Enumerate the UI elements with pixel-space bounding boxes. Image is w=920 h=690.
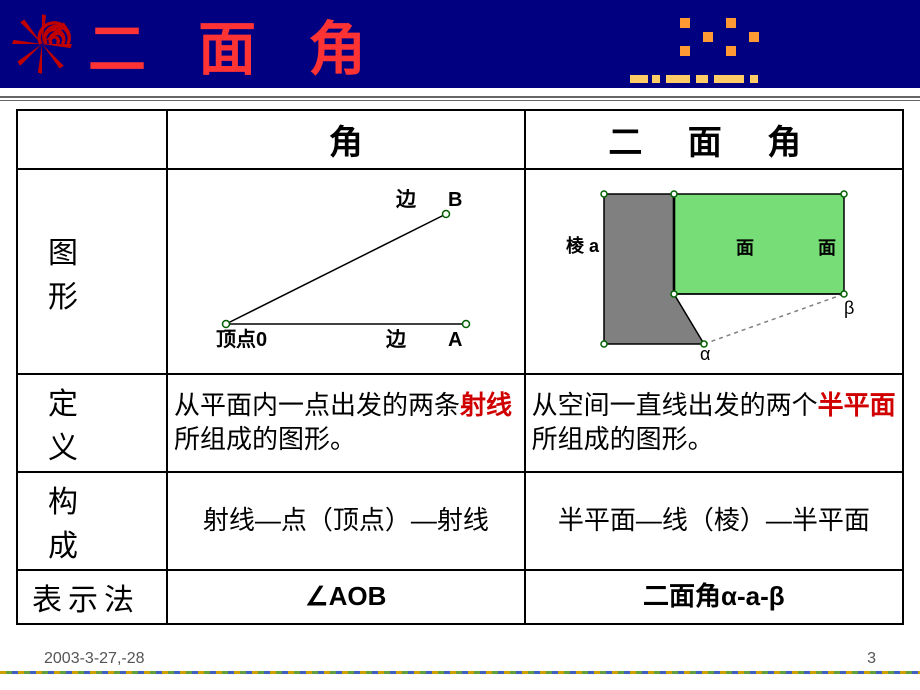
- dihedral-label-beta: β: [844, 298, 854, 318]
- row-header-notation: 表示法: [17, 570, 167, 624]
- dihedral-diagram: 棱 a 面 面 α β: [544, 174, 884, 364]
- angle-label-edge1: 边: [395, 188, 417, 211]
- dihedral-label-face1: 面: [736, 238, 754, 258]
- definition-text: 所组成的图形。: [174, 424, 356, 454]
- table-row: 表示法 ∠AOB 二面角α-a-β: [17, 570, 903, 624]
- page-number: 3: [867, 650, 876, 668]
- col-header-dihedral: 二 面 角: [525, 110, 903, 169]
- table-row: 定 义 从平面内一点出发的两条射线所组成的图形。 从空间一直线出发的两个半平面所…: [17, 374, 903, 472]
- col-header-angle: 角: [167, 110, 525, 169]
- table-header-row: 角 二 面 角: [17, 110, 903, 169]
- definition-em: 射线: [460, 390, 512, 420]
- angle-label-B: B: [448, 189, 462, 211]
- dihedral-composition: 半平面—线（棱）—半平面: [525, 472, 903, 570]
- dihedral-notation: 二面角α-a-β: [525, 570, 903, 624]
- row-header-figure: 图 形: [17, 169, 167, 374]
- angle-notation: ∠AOB: [167, 570, 525, 624]
- definition-em: 半平面: [818, 390, 896, 420]
- table-row: 图 形 边 B 顶点0 边 A: [17, 169, 903, 374]
- dihedral-definition: 从空间一直线出发的两个半平面所组成的图形。: [525, 374, 903, 472]
- angle-figure-cell: 边 B 顶点0 边 A: [167, 169, 525, 374]
- angle-label-edge2: 边: [385, 328, 407, 351]
- row-header-definition: 定 义: [17, 374, 167, 472]
- dihedral-figure-cell: 棱 a 面 面 α β: [525, 169, 903, 374]
- definition-text: 所组成的图形。: [532, 424, 714, 454]
- row-header-composition: 构 成: [17, 472, 167, 570]
- footer-divider: [0, 671, 920, 674]
- definition-text: 从平面内一点出发的两条: [174, 390, 460, 420]
- table-row: 构 成 射线—点（顶点）—射线 半平面—线（棱）—半平面: [17, 472, 903, 570]
- comparison-table-wrap: 角 二 面 角 图 形 边 B 顶点0 边 A: [0, 101, 920, 625]
- corner-cell: [17, 110, 167, 169]
- comparison-table: 角 二 面 角 图 形 边 B 顶点0 边 A: [16, 109, 904, 625]
- definition-text: 从空间一直线出发的两个: [532, 390, 818, 420]
- page-title: 二 面 角: [88, 2, 384, 86]
- spiral-sun-icon: [8, 10, 76, 78]
- angle-composition: 射线—点（顶点）—射线: [167, 472, 525, 570]
- angle-definition: 从平面内一点出发的两条射线所组成的图形。: [167, 374, 525, 472]
- dihedral-label-edge: 棱 a: [566, 235, 600, 256]
- angle-label-vertex: 顶点0: [216, 328, 267, 351]
- dot-grid-deco-icon: [680, 18, 770, 58]
- pixel-strip-deco-icon: [630, 65, 780, 89]
- dihedral-label-alpha: α: [700, 344, 710, 364]
- footer: 2003-3-27,-28 3: [0, 650, 920, 668]
- angle-label-A: A: [448, 329, 462, 351]
- footer-date: 2003-3-27,-28: [44, 650, 145, 668]
- angle-diagram: 边 B 顶点0 边 A: [186, 184, 506, 354]
- title-bar: 二 面 角: [0, 0, 920, 88]
- dihedral-label-face2: 面: [818, 238, 836, 258]
